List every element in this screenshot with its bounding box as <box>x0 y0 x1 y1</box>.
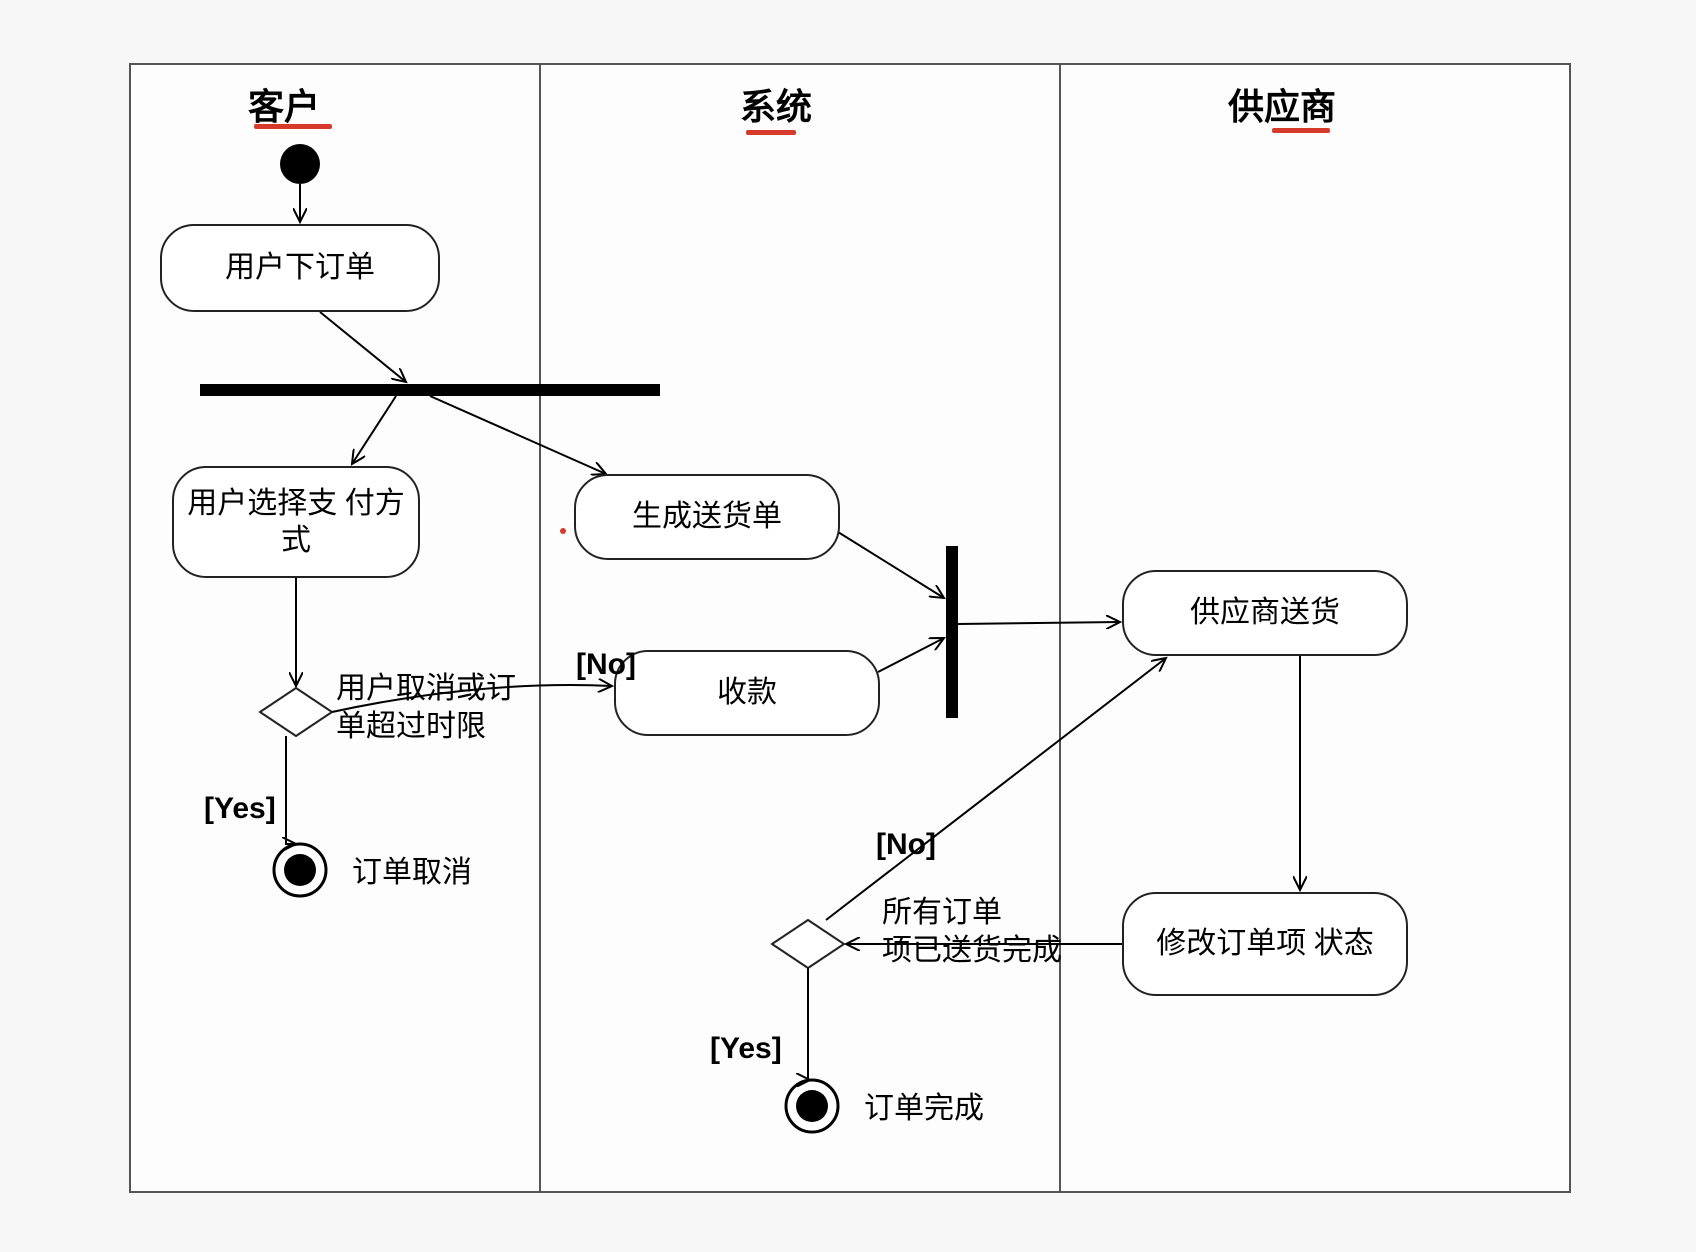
lane-title-supplier: 供应商 <box>1228 78 1336 130</box>
activity-receive-payment-label: 收款 <box>717 674 777 712</box>
activity-supplier-ship: 供应商送货 <box>1122 570 1408 656</box>
guard-decision1-no: [No] <box>576 646 636 684</box>
diagram-canvas: 客户 系统 供应商 用户下订单 用户选择支 付方式 生成送货单 收款 供应商送货… <box>0 0 1696 1252</box>
guard-decision2-question: 所有订单 项已送货完成 <box>882 894 1062 969</box>
activity-receive-payment: 收款 <box>614 650 880 736</box>
guard-decision1-yes: [Yes] <box>204 790 276 828</box>
activity-supplier-ship-label: 供应商送货 <box>1190 594 1340 632</box>
activity-place-order-label: 用户下订单 <box>225 249 375 287</box>
final1-label: 订单取消 <box>352 854 472 892</box>
final2-label: 订单完成 <box>864 1090 984 1128</box>
initial-node <box>280 144 320 184</box>
red-dot-annotation <box>560 528 566 534</box>
lane-underline-system <box>746 130 796 135</box>
activity-select-payment-label: 用户选择支 付方式 <box>186 485 406 560</box>
final-node-order-complete <box>786 1080 838 1132</box>
lane-underline-supplier <box>1272 128 1330 133</box>
guard-decision1-question: 用户取消或订 单超过时限 <box>336 670 516 745</box>
activity-update-order-status: 修改订单项 状态 <box>1122 892 1408 996</box>
activity-generate-delivery-note-label: 生成送货单 <box>632 498 782 536</box>
lane-title-system: 系统 <box>740 78 812 130</box>
guard-decision2-yes: [Yes] <box>710 1030 782 1068</box>
guard-decision2-no: [No] <box>876 826 936 864</box>
join-bar <box>946 546 958 718</box>
lane-title-customer: 客户 <box>248 78 320 130</box>
activity-generate-delivery-note: 生成送货单 <box>574 474 840 560</box>
lane-underline-customer <box>254 124 332 129</box>
fork-bar <box>200 384 660 396</box>
final-node-order-cancel <box>274 844 326 896</box>
activity-select-payment: 用户选择支 付方式 <box>172 466 420 578</box>
activity-update-order-status-label: 修改订单项 状态 <box>1156 925 1374 963</box>
diagram-svg <box>0 0 1696 1252</box>
activity-place-order: 用户下订单 <box>160 224 440 312</box>
